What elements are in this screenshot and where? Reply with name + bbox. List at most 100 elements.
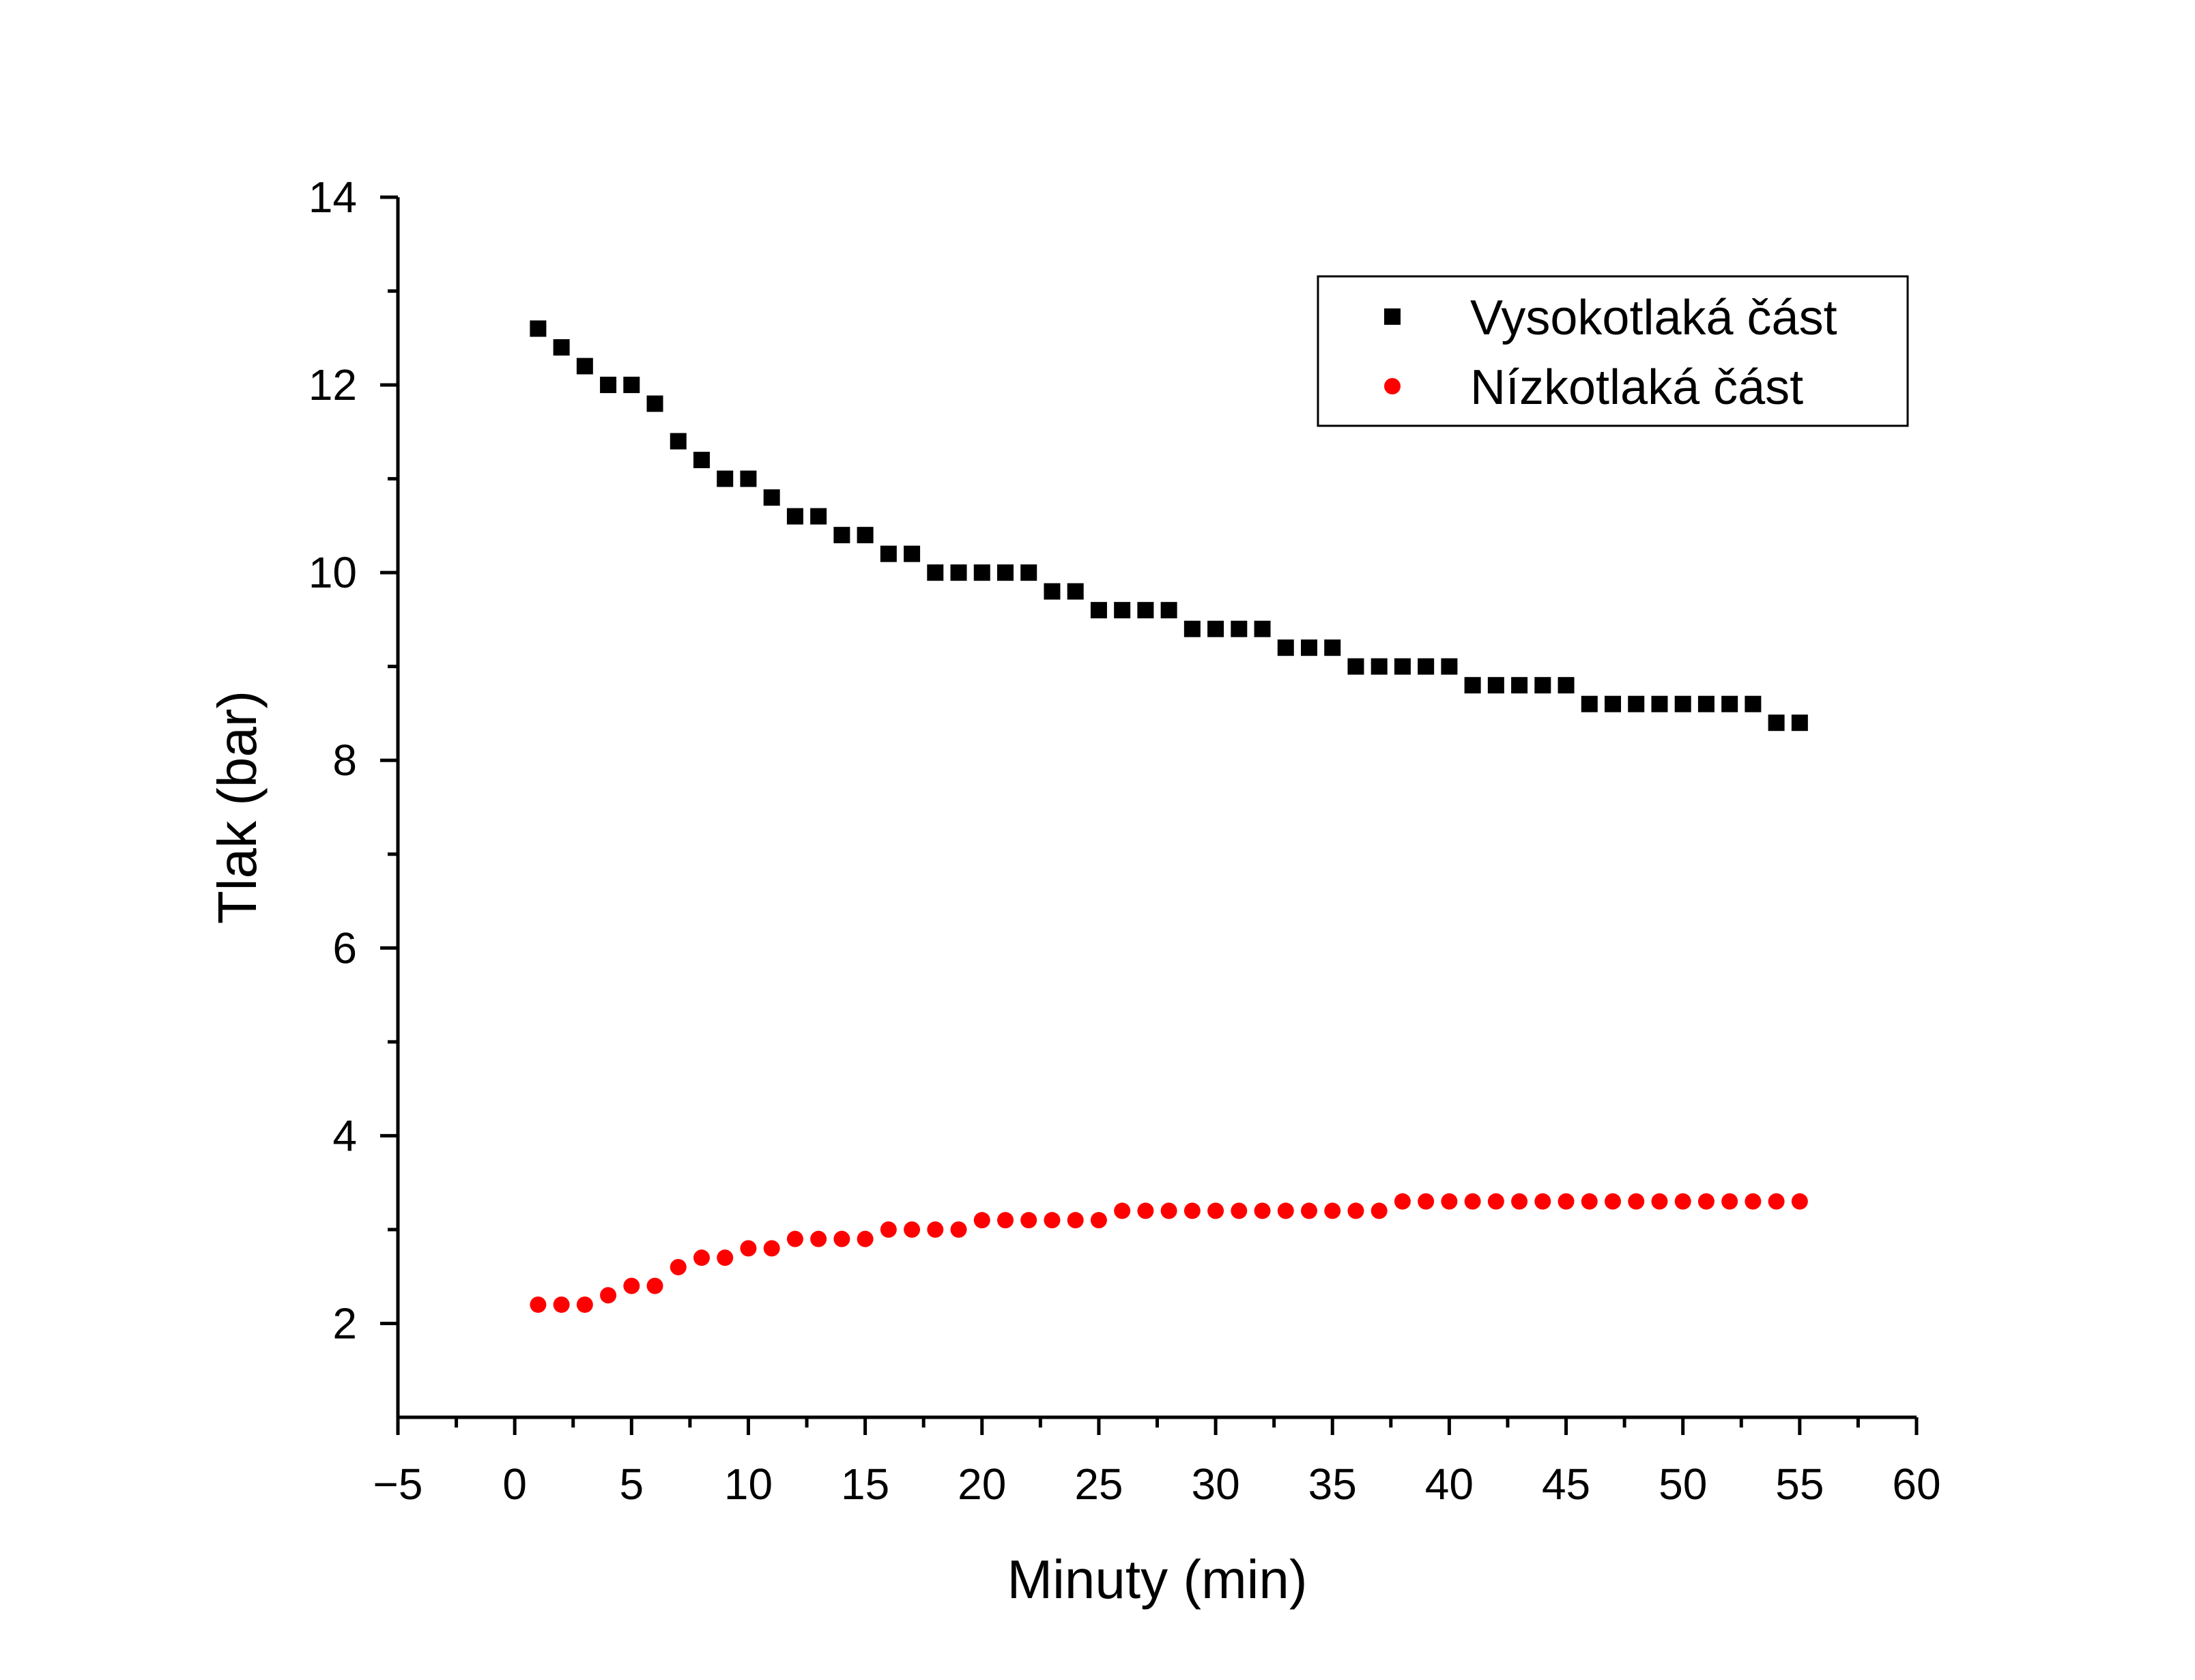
data-point-low-pressure (880, 1221, 897, 1238)
data-point-high-pressure (1324, 639, 1341, 656)
x-tick-label: 0 (502, 1460, 527, 1509)
data-point-low-pressure (1137, 1202, 1154, 1219)
data-point-high-pressure (1581, 695, 1598, 712)
data-point-high-pressure (1183, 620, 1201, 637)
data-point-low-pressure (950, 1221, 967, 1238)
data-point-low-pressure (1371, 1202, 1388, 1219)
data-point-high-pressure (1768, 714, 1785, 732)
data-point-low-pressure (1745, 1193, 1762, 1210)
data-point-low-pressure (670, 1258, 687, 1275)
data-point-low-pressure (1044, 1212, 1061, 1229)
x-tick-label: 50 (1659, 1460, 1707, 1509)
data-point-high-pressure (1418, 658, 1435, 675)
data-point-high-pressure (1464, 677, 1481, 694)
data-point-low-pressure (1651, 1193, 1668, 1210)
x-tick-label: 15 (841, 1460, 889, 1509)
data-point-high-pressure (833, 527, 850, 544)
data-point-low-pressure (1791, 1193, 1808, 1210)
data-point-high-pressure (950, 564, 967, 581)
data-point-high-pressure (1160, 602, 1177, 619)
legend: Vysokotlaká část Nízkotlaká část (1317, 275, 1909, 427)
x-tick-label: 40 (1425, 1460, 1474, 1509)
data-point-high-pressure (693, 452, 710, 469)
data-point-high-pressure (1090, 602, 1107, 619)
data-point-high-pressure (973, 564, 990, 581)
data-point-high-pressure (1277, 639, 1294, 656)
data-point-high-pressure (740, 470, 757, 487)
data-point-high-pressure (927, 564, 944, 581)
data-point-high-pressure (786, 508, 803, 525)
data-point-high-pressure (1371, 658, 1388, 675)
data-point-low-pressure (1558, 1193, 1575, 1210)
data-point-high-pressure (1745, 695, 1762, 712)
legend-label-low-pressure: Nízkotlaká část (1470, 360, 1803, 415)
data-point-low-pressure (1090, 1212, 1107, 1229)
legend-marker-square (1384, 308, 1401, 325)
data-point-low-pressure (1418, 1193, 1435, 1210)
data-point-high-pressure (1347, 658, 1364, 675)
data-point-low-pressure (576, 1296, 593, 1313)
data-point-high-pressure (1628, 695, 1645, 712)
data-point-high-pressure (810, 508, 827, 525)
y-axis-ticks: 2 4 6 8 10 12 14 (309, 173, 398, 1348)
data-point-low-pressure (1697, 1193, 1715, 1210)
data-point-high-pressure (1020, 564, 1037, 581)
data-point-high-pressure (1697, 695, 1715, 712)
data-point-high-pressure (1394, 658, 1411, 675)
data-point-low-pressure (1301, 1202, 1317, 1219)
x-axis-title: Minuty (min) (1007, 1549, 1307, 1610)
data-point-high-pressure (880, 545, 897, 562)
data-point-high-pressure (1231, 620, 1248, 637)
data-point-low-pressure (740, 1240, 757, 1257)
data-point-high-pressure (1534, 677, 1551, 694)
data-point-low-pressure (1674, 1193, 1691, 1210)
legend-marker-circle (1384, 378, 1401, 394)
y-tick-label: 14 (309, 173, 357, 222)
data-point-low-pressure (973, 1212, 990, 1229)
data-point-low-pressure (553, 1296, 570, 1313)
x-tick-label: 45 (1542, 1460, 1590, 1509)
data-point-high-pressure (1791, 714, 1808, 732)
data-point-high-pressure (717, 470, 734, 487)
data-point-low-pressure (1020, 1212, 1037, 1229)
data-point-low-pressure (1628, 1193, 1645, 1210)
x-tick-label: 35 (1308, 1460, 1357, 1509)
data-point-high-pressure (670, 433, 687, 450)
y-tick-label: 4 (332, 1111, 357, 1160)
data-point-high-pressure (1301, 639, 1317, 656)
data-point-high-pressure (1487, 677, 1504, 694)
data-point-high-pressure (530, 320, 547, 337)
data-point-low-pressure (1324, 1202, 1341, 1219)
data-point-low-pressure (623, 1277, 640, 1294)
data-point-low-pressure (600, 1287, 617, 1304)
data-point-high-pressure (646, 395, 663, 412)
x-tick-label: 30 (1191, 1460, 1239, 1509)
data-point-low-pressure (1183, 1202, 1201, 1219)
data-point-high-pressure (1441, 658, 1458, 675)
data-point-high-pressure (576, 358, 593, 375)
y-tick-label: 8 (332, 736, 357, 785)
y-tick-label: 2 (332, 1299, 357, 1348)
legend-box (1317, 275, 1909, 427)
x-tick-label: −5 (373, 1460, 423, 1509)
data-points (530, 320, 1808, 1313)
data-point-high-pressure (1721, 695, 1738, 712)
data-point-low-pressure (833, 1230, 850, 1247)
data-point-low-pressure (1487, 1193, 1504, 1210)
data-point-low-pressure (857, 1230, 874, 1247)
data-point-low-pressure (1721, 1193, 1738, 1210)
data-point-high-pressure (600, 377, 617, 394)
data-point-high-pressure (1114, 602, 1131, 619)
x-tick-label: 55 (1775, 1460, 1824, 1509)
data-point-high-pressure (1207, 620, 1224, 637)
x-tick-label: 20 (958, 1460, 1006, 1509)
data-point-high-pressure (1137, 602, 1154, 619)
data-point-low-pressure (810, 1230, 827, 1247)
data-point-low-pressure (1768, 1193, 1785, 1210)
data-point-low-pressure (1441, 1193, 1458, 1210)
legend-label-high-pressure: Vysokotlaká část (1470, 291, 1837, 345)
data-point-low-pressure (1231, 1202, 1248, 1219)
data-point-low-pressure (1534, 1193, 1551, 1210)
data-point-low-pressure (1254, 1202, 1271, 1219)
